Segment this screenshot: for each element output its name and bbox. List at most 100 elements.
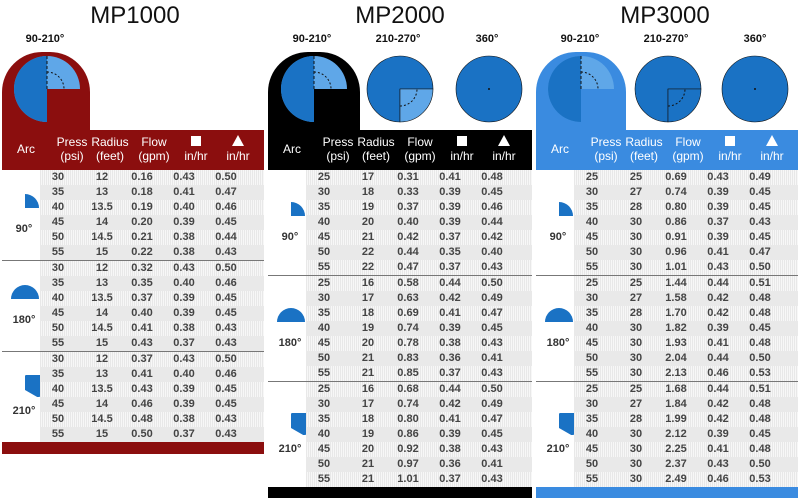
table-row: 35 13 0.41 0.40 0.46 [40,367,264,382]
triangle-rate-value: 0.46 [215,368,237,380]
arc-group-label: 180° [12,314,36,326]
radius-value: 27 [629,186,643,198]
press-value: 45 [317,337,331,349]
table-row: 45 30 0.91 0.39 0.45 [574,230,798,245]
square-rate-value: 0.43 [707,171,729,183]
square-rate-value: 0.44 [439,383,461,395]
table-row: 55 15 0.22 0.38 0.43 [40,245,264,260]
flow-value: 1.01 [397,473,419,485]
flow-value: 0.86 [665,216,687,228]
header-radius: Radius (feet) [625,135,663,163]
press-value: 45 [51,398,65,410]
flow-value: 0.47 [397,261,419,273]
flow-value: 0.97 [397,458,419,470]
radius-value: 15 [95,337,109,349]
triangle-rate-value: 0.43 [481,261,503,273]
triangle-rate-value: 0.45 [481,428,503,440]
table-row: 40 13.5 0.19 0.40 0.46 [40,200,264,215]
square-rate-value: 0.42 [707,292,729,304]
flow-value: 0.96 [665,246,687,258]
radius-value: 30 [629,322,643,334]
flow-value: 1.68 [665,383,687,395]
arc-group-label: 210° [278,442,302,455]
triangle-rate-value: 0.47 [215,186,237,198]
mp3000-arc-range-label: 210-270° [643,33,689,45]
flow-value: 1.01 [665,261,687,273]
flow-value: 0.58 [397,277,419,289]
square-rate-value: 0.43 [173,171,195,183]
press-value: 40 [317,216,331,228]
flow-value: 2.12 [665,428,687,440]
triangle-rate-value: 0.48 [749,443,771,455]
flow-value: 2.13 [665,367,687,379]
triangle-rate-value: 0.51 [749,277,771,289]
press-value: 30 [51,171,65,183]
triangle-rate-value: 0.43 [215,322,237,334]
table-row: 25 25 0.69 0.43 0.49 [574,170,798,185]
triangle-rate-value: 0.48 [749,307,771,319]
square-rate-value: 0.35 [439,246,461,258]
radius-value: 22 [361,246,375,258]
arc-group-180: 180° 25 16 0.58 0.44 0.50 30 17 0.63 0.42 0.49 35 18… [268,276,532,381]
flow-value: 0.86 [397,428,419,440]
triangle-rate-value: 0.50 [749,352,771,364]
square-rate-value: 0.39 [173,292,195,304]
arc-180-icon [544,307,574,342]
flow-value: 0.69 [665,171,687,183]
press-value: 25 [585,383,599,395]
square-rate-value: 0.39 [439,201,461,213]
triangle-rate-value: 0.51 [749,383,771,395]
square-rate-value: 0.37 [439,367,461,379]
press-value: 25 [317,171,331,183]
radius-value: 30 [629,458,643,470]
triangle-rate-value: 0.53 [749,367,771,379]
table-row: 40 19 0.74 0.39 0.45 [306,321,532,336]
triangle-rate-value: 0.45 [749,428,771,440]
arc-group-label: 90° [281,230,299,243]
header-press: Press (psi) [590,135,622,163]
arc-group-90: 90° 25 17 0.31 0.41 0.48 30 18 0.33 0.39 0.45 35 19 0… [268,170,532,275]
mp2000-arc-range-label: 210-270° [375,33,421,45]
square-rate-value: 0.37 [439,473,461,485]
flow-value: 1.99 [665,413,687,425]
press-value: 40 [585,216,599,228]
radius-value: 30 [629,246,643,258]
square-rate-value: 0.40 [173,368,195,380]
press-value: 25 [317,383,331,395]
triangle-rate-value: 0.45 [215,398,237,410]
triangle-spacing-icon [232,135,244,146]
triangle-rate-value: 0.43 [215,337,237,349]
press-value: 40 [317,428,331,440]
header-press: Press (psi) [56,135,88,163]
square-rate-value: 0.36 [439,352,461,364]
table-row: 50 21 0.97 0.36 0.41 [306,457,532,472]
table-row: 50 30 2.04 0.44 0.50 [574,351,798,366]
triangle-rate-value: 0.43 [749,216,771,228]
group-divider [2,260,264,261]
square-rate-value: 0.37 [707,216,729,228]
flow-value: 1.82 [665,322,687,334]
press-value: 35 [51,368,65,380]
triangle-rate-value: 0.46 [481,201,503,213]
square-rate-value: 0.39 [173,216,195,228]
flow-value: 0.37 [397,201,419,213]
press-value: 55 [317,261,331,273]
square-rate-value: 0.42 [707,307,729,319]
arc-group-90: 90° 25 25 0.69 0.43 0.49 30 27 0.74 0.39 0.45 35 28 0… [536,170,798,275]
full-circle-icon [454,54,524,124]
square-rate-value: 0.39 [173,383,195,395]
press-value: 55 [585,261,599,273]
square-rate-value: 0.44 [439,277,461,289]
arc-group-180: 180° 25 25 1.44 0.44 0.51 30 27 1.58 0.42 0.48 35 28… [536,276,798,381]
square-rate-value: 0.41 [707,337,729,349]
square-rate-value: 0.41 [439,307,461,319]
table-row: 30 27 1.58 0.42 0.48 [574,291,798,306]
table-row: 25 25 1.68 0.44 0.51 [574,382,798,397]
table-row: 35 13 0.35 0.40 0.46 [40,276,264,291]
radius-value: 13.5 [91,383,113,395]
square-rate-value: 0.43 [173,262,195,274]
square-rate-value: 0.42 [707,398,729,410]
table-row: 55 21 0.85 0.37 0.43 [306,366,532,381]
header-radius: Radius (feet) [91,135,129,163]
radius-value: 14 [95,307,109,319]
